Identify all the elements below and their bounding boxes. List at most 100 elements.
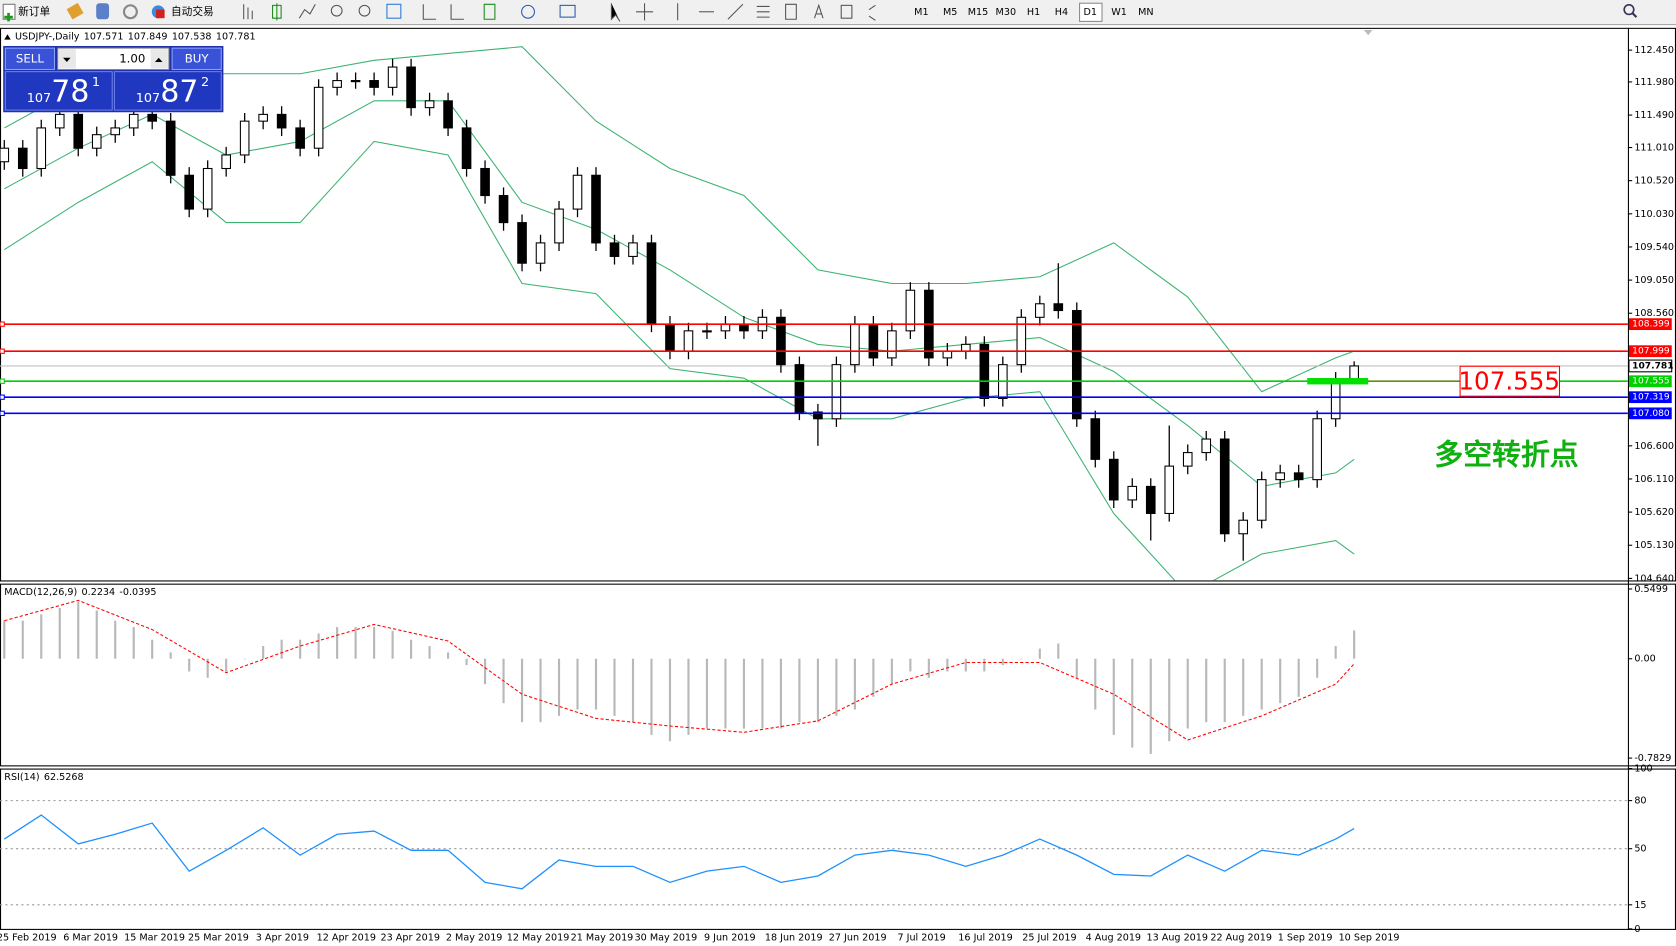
y-tick-label: 106.110 [1634,474,1674,485]
sell-button[interactable] [4,47,56,71]
auto-trading-button[interactable]: 自动交易 [151,5,214,19]
crosshair-icon[interactable] [635,3,654,21]
candle-body [332,80,342,88]
timeframe-button[interactable]: W1 [1111,7,1127,18]
bollinger-middle [4,100,1355,487]
rsi-line [3,814,1355,890]
timeframe-button[interactable]: M5 [943,7,957,18]
macd-bar [724,658,727,729]
icon[interactable] [559,4,576,18]
candle-body [942,350,953,359]
price-level-marker [0,394,5,400]
y-tick-label: 109.050 [1634,275,1674,286]
channel-icon[interactable] [756,5,770,18]
candle-body [17,147,28,170]
timeframe-button[interactable]: H1 [1027,7,1040,18]
macd-bar [188,658,191,672]
x-tick-label: 18 Jun 2019 [765,932,823,943]
y-tick-label: 111.490 [1634,110,1674,121]
search-icon[interactable] [1623,4,1635,16]
trendline-icon[interactable] [727,3,744,20]
icon[interactable] [450,4,464,20]
icon[interactable] [66,2,84,20]
macd-bar [816,658,819,723]
icon[interactable] [298,4,316,19]
sell-label[interactable]: SELL [16,51,44,65]
main-panel [0,27,1676,582]
candle-body [683,330,694,352]
bollinger-upper [4,46,1355,393]
candle-body [350,80,361,83]
macd-bar [576,658,579,710]
y-tick-label: 80 [1634,796,1646,807]
price-level-label: 108.399 [1632,320,1670,330]
macd-bar [262,646,265,659]
candle-body [239,120,250,156]
fibo-icon[interactable] [785,3,797,20]
x-tick-label: 6 Mar 2019 [63,932,118,943]
macd-bar [1353,630,1356,659]
signal-value: -0.0395 [119,587,156,598]
y-tick-label: 111.980 [1634,77,1674,88]
y-tick-label: 105.130 [1634,540,1674,551]
candle-body [369,80,379,88]
macd-bar [391,630,394,659]
new-order-label[interactable]: 新订单 [18,5,50,18]
icon[interactable] [358,4,371,17]
y-tick-label: 110.030 [1634,209,1674,220]
icon[interactable] [386,3,402,19]
candle-body [0,147,10,163]
y-tick-label: 50 [1634,844,1646,855]
price-level-tag [1628,375,1672,388]
candle-body [128,113,139,129]
buy-label[interactable]: BUY [185,51,210,65]
macd-bar [779,658,782,729]
lot-value[interactable]: 1.00 [119,51,145,65]
buy-button[interactable] [171,47,222,71]
bid-box[interactable] [4,71,113,111]
candle-body [739,323,749,332]
candle-body [1164,465,1175,514]
arrow-icon[interactable] [868,4,876,21]
macd-bar [1186,658,1189,729]
icon[interactable] [483,3,496,20]
price-level-tag [1628,345,1672,358]
x-tick-label: 25 Jul 2019 [1022,932,1076,943]
icon[interactable] [96,3,110,20]
collapse-arrow[interactable] [4,34,11,40]
macd-bar [410,639,413,659]
x-tick-label: 22 Aug 2019 [1210,932,1272,943]
timeframe-button[interactable]: M1 [914,7,928,18]
candle-body [646,242,657,325]
ask-box[interactable] [113,71,222,111]
timeframe-button[interactable]: MN [1138,7,1153,18]
timeframe-button[interactable]: H4 [1055,7,1068,18]
icon[interactable] [122,4,138,20]
x-tick-label: 25 Mar 2019 [188,932,249,943]
icon[interactable] [521,4,535,19]
timeframe-button[interactable]: M30 [996,7,1017,18]
icon[interactable] [330,4,343,17]
macd-title: MACD(12,26,9) [4,587,77,598]
candle-body [1312,418,1322,481]
icon[interactable] [272,3,282,21]
icon[interactable] [422,4,437,20]
label-icon[interactable] [840,4,853,19]
timeframe-button[interactable]: D1 [1083,7,1097,18]
level-highlight [1307,378,1369,385]
auto-trading-label[interactable]: 自动交易 [171,5,214,18]
new-order-button[interactable]: 新订单 [2,3,51,22]
icon[interactable] [243,4,253,20]
macd-bar [465,658,468,666]
candle-body [720,323,731,332]
macd-value: 0.2234 [82,587,116,598]
macd-bar [169,652,172,659]
price-level-tag [1628,391,1672,404]
text-icon[interactable] [813,3,824,19]
timeframe-button[interactable]: M15 [968,7,989,18]
macd-bar [1038,648,1041,659]
macd-bar [835,658,838,716]
candle-body [628,242,638,257]
lot-field[interactable] [57,47,170,71]
x-tick-label: 27 Jun 2019 [829,932,887,943]
